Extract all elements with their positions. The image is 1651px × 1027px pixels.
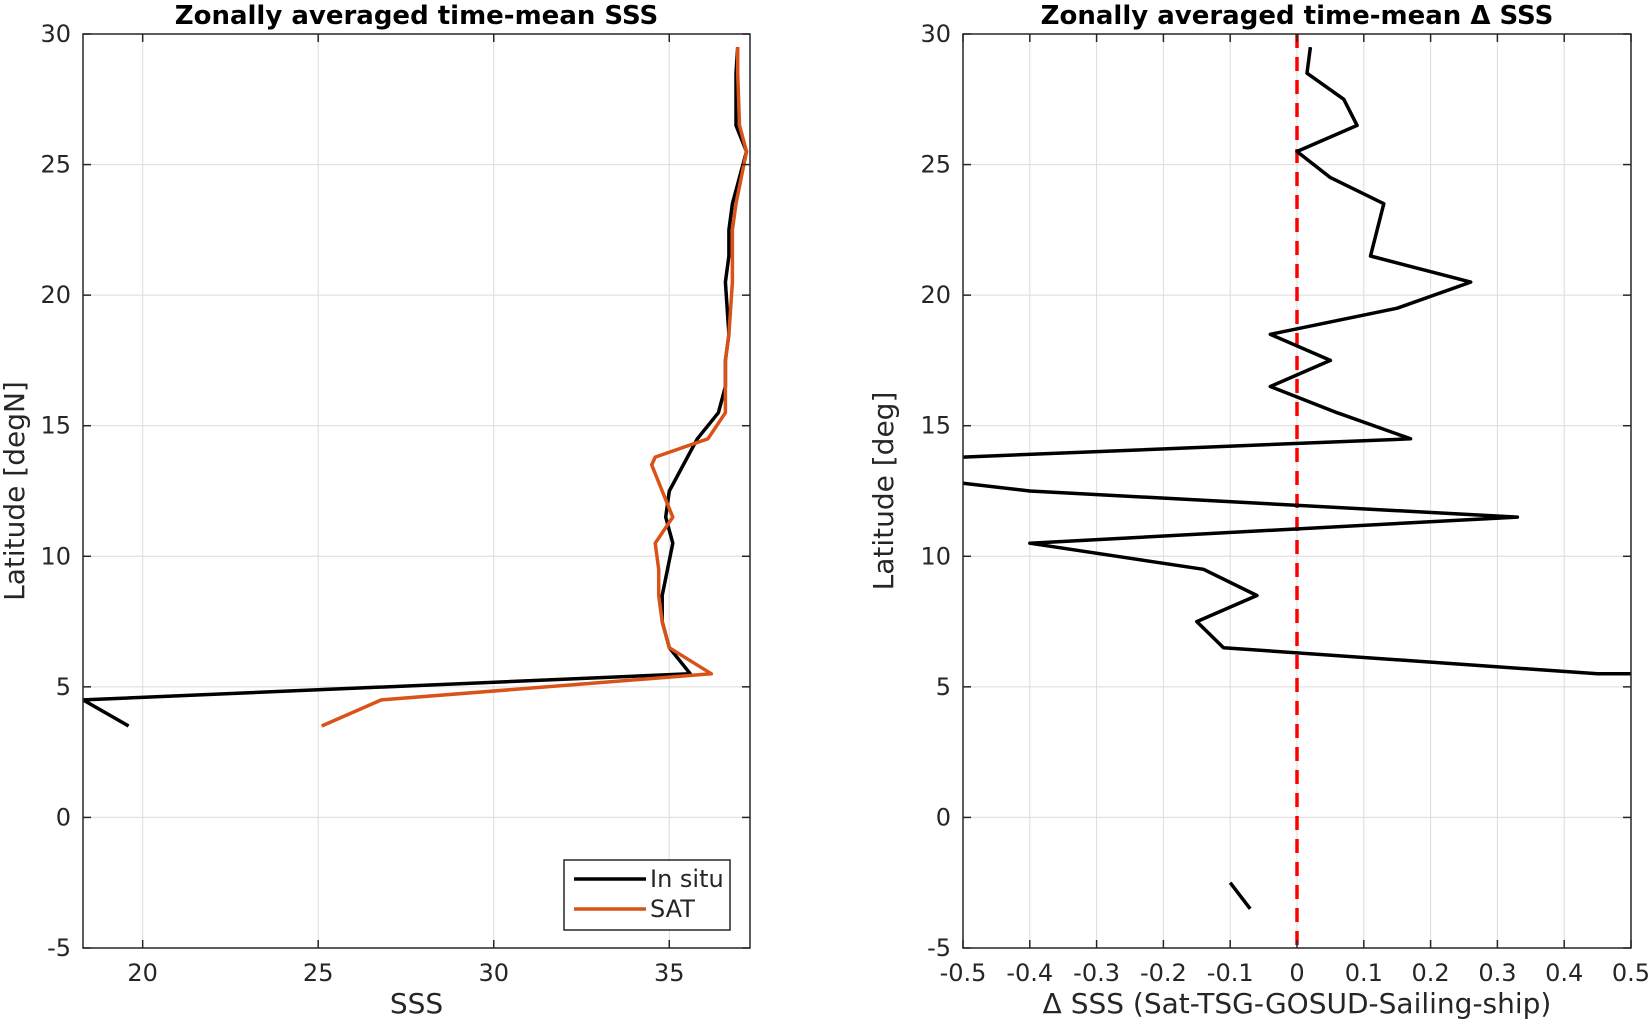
legend-box — [563, 859, 731, 931]
series-line-1 — [963, 46, 1473, 459]
left-chart-panel: 20 25 30 35 -5 0 5 10 15 20 25 30 SSS Latitude [degN]… — [0, 1, 751, 1020]
y-tick-label: 25 — [920, 151, 951, 179]
series-line-2 — [1228, 881, 1252, 910]
x-tick-label: 35 — [654, 959, 685, 987]
y-tick-label: 20 — [920, 281, 951, 309]
x-tick-label: -0.1 — [1207, 959, 1254, 987]
x-tick-label: -0.5 — [940, 959, 987, 987]
x-tick-label: 25 — [303, 959, 334, 987]
x-tick-label: 0.4 — [1545, 959, 1583, 987]
y-axis-label: Latitude [degN] — [0, 381, 31, 601]
x-tick-label: -0.4 — [1006, 959, 1053, 987]
y-tick-label: 25 — [40, 151, 71, 179]
grid — [83, 34, 750, 948]
y-tick-label: 15 — [920, 412, 951, 440]
y-tick-label: 10 — [40, 542, 71, 570]
legend-label: SAT — [650, 895, 695, 923]
y-tick-label: 20 — [40, 281, 71, 309]
series-line-in-situ — [83, 46, 749, 728]
series-group — [83, 46, 749, 728]
x-tick-label: 0.3 — [1478, 959, 1516, 987]
y-tick-label: 10 — [920, 542, 951, 570]
y-tick-label: 0 — [936, 803, 951, 831]
y-tick-label: -5 — [927, 934, 951, 962]
grid — [963, 34, 1631, 948]
y-tick-label: 15 — [40, 412, 71, 440]
x-tick-label: 0.1 — [1345, 959, 1383, 987]
y-tick-label: 30 — [920, 20, 951, 48]
chart-title: Zonally averaged time-mean Δ SSS — [1041, 1, 1554, 31]
x-tick-label: 0.5 — [1612, 959, 1650, 987]
x-tick-label: -0.2 — [1140, 959, 1187, 987]
x-axis-label: SSS — [390, 987, 443, 1020]
y-tick-label: 0 — [56, 803, 71, 831]
y-tick-label: -5 — [47, 934, 71, 962]
series-line-0 — [963, 481, 1631, 676]
y-tick-label: 5 — [56, 673, 71, 701]
series-line-sat — [320, 47, 749, 728]
series-group — [963, 46, 1631, 910]
axes-box — [82, 33, 751, 949]
chart-title: Zonally averaged time-mean SSS — [175, 1, 659, 31]
legend-label: In situ — [650, 865, 724, 893]
x-tick-label: 30 — [478, 959, 509, 987]
x-axis-label: Δ SSS (Sat-TSG-GOSUD-Sailing-ship) — [1043, 987, 1552, 1020]
y-tick-label: 30 — [40, 20, 71, 48]
y-axis-label: Latitude [deg] — [867, 392, 900, 591]
right-chart-panel: -0.5 -0.4 -0.3 -0.2 -0.1 0 0.1 0.2 0.3 0.4 0.5 -5 0 5… — [867, 1, 1650, 1020]
x-tick-label: 0.2 — [1412, 959, 1450, 987]
x-tick-label: -0.3 — [1073, 959, 1120, 987]
x-tick-label: 20 — [127, 959, 158, 987]
y-tick-label: 5 — [936, 673, 951, 701]
x-tick-label: 0 — [1289, 959, 1304, 987]
